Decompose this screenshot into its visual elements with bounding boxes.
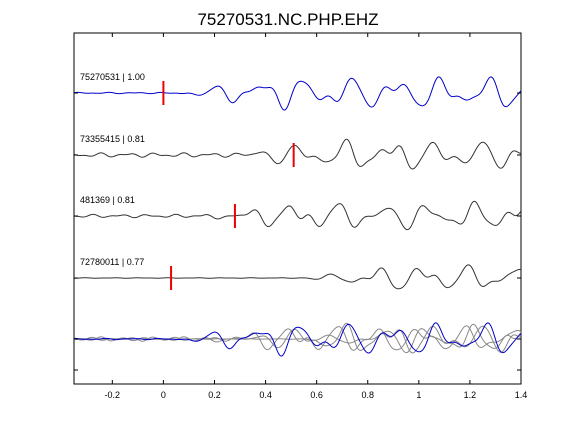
x-tick-label: 0.2 [208, 390, 221, 400]
stack-trace-line [73, 322, 522, 357]
x-tick-label: 0.6 [310, 390, 323, 400]
trace-label: 481369 | 0.81 [80, 195, 135, 205]
x-tick-label: 1.2 [464, 390, 477, 400]
trace-label: 75270531 | 1.00 [80, 72, 145, 82]
x-tick-label: 0.8 [361, 390, 374, 400]
trace-line [73, 200, 522, 231]
stack-layer [73, 322, 522, 357]
trace-line [73, 76, 522, 111]
trace-line [73, 138, 522, 170]
stack-trace-line [73, 325, 522, 351]
traces-layer [73, 76, 522, 290]
chart-title: 75270531.NC.PHP.EHZ [197, 10, 378, 29]
labels-layer: 75270531 | 1.00 73355415 | 0.81 481369 | 0… [80, 72, 145, 267]
x-tick-label: 1 [416, 390, 421, 400]
trace-line [73, 264, 522, 290]
picks-layer [162, 81, 295, 290]
ticks-layer: -0.2 0 0.2 0.4 0.6 0.8 1 1.2 1.4 [74, 33, 527, 400]
trace-label: 73355415 | 0.81 [80, 134, 145, 144]
x-tick-label: -0.2 [105, 390, 121, 400]
x-tick-label: 1.4 [515, 390, 528, 400]
x-tick-label: 0 [161, 390, 166, 400]
trace-label: 72780011 | 0.77 [80, 257, 144, 267]
plot-frame [73, 32, 522, 385]
x-tick-label: 0.4 [259, 390, 272, 400]
